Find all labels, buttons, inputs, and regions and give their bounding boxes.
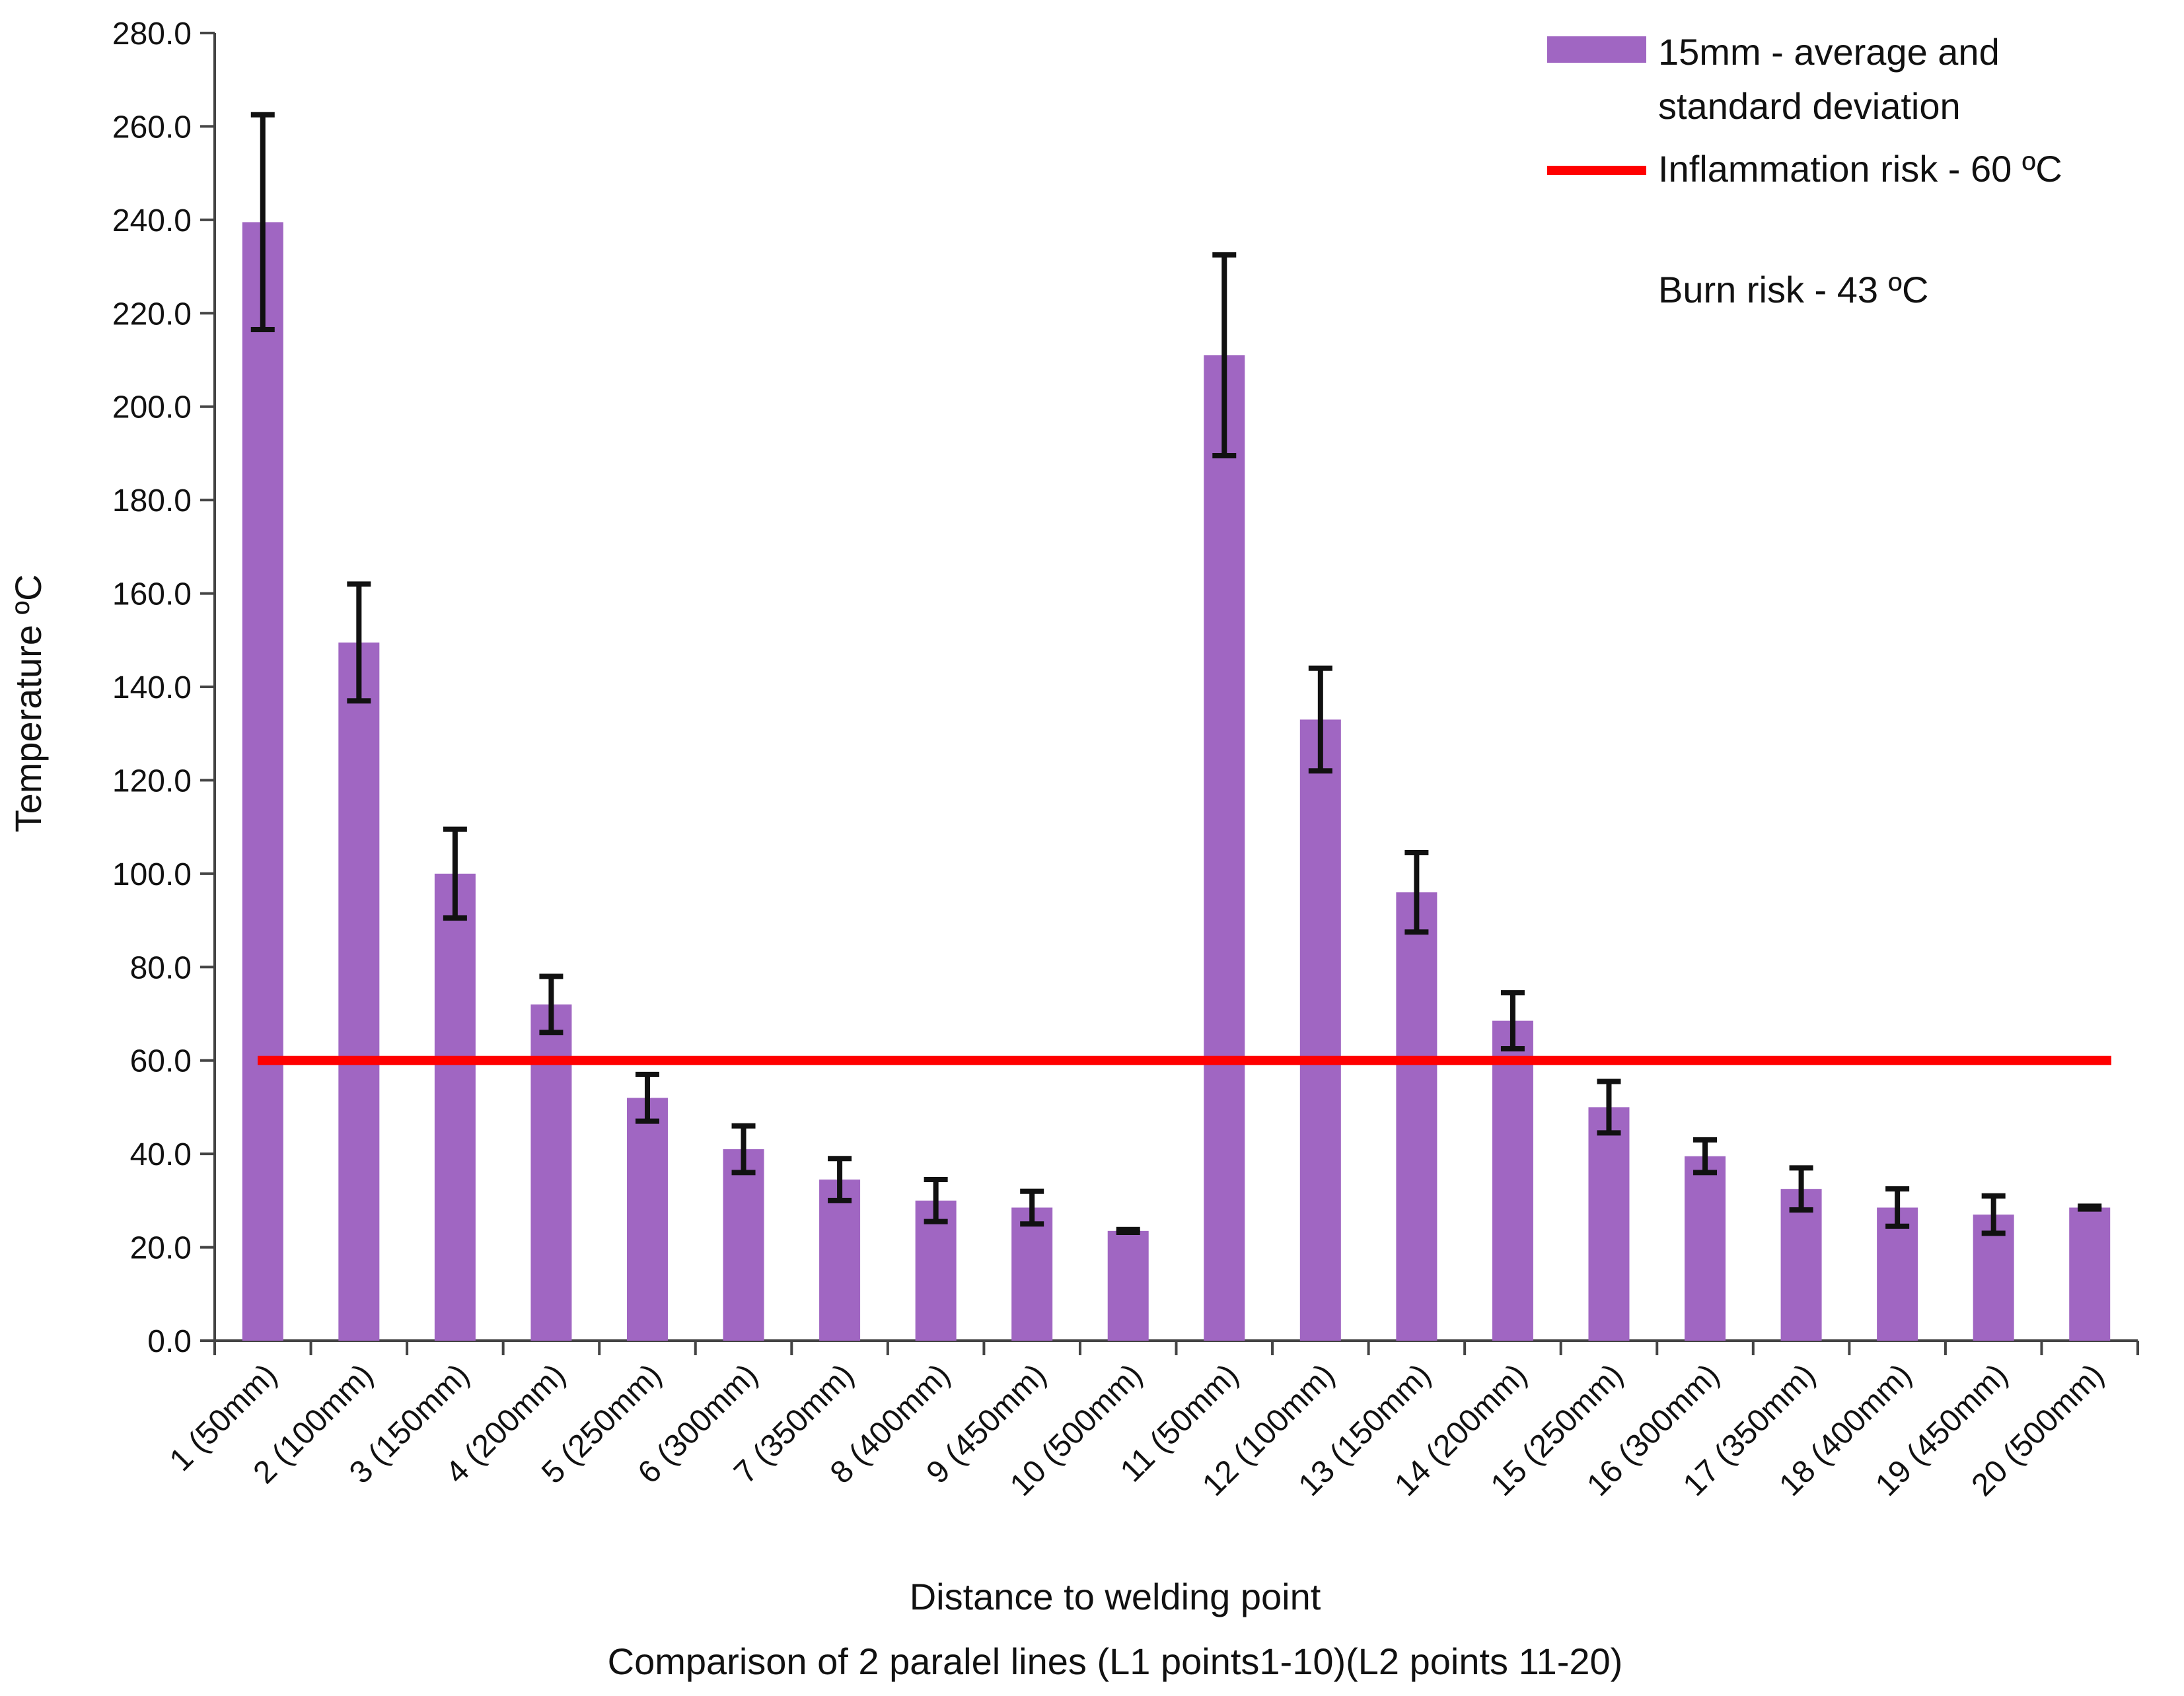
y-tick-label: 180.0 <box>112 483 192 518</box>
y-tick-label: 80.0 <box>130 950 192 985</box>
bar <box>1877 1207 1918 1341</box>
legend-swatch-bar <box>1547 36 1646 63</box>
bar <box>1492 1020 1533 1341</box>
bar <box>1396 892 1438 1341</box>
legend-label-inflammation: Inflammation risk - 60 ºC <box>1658 148 2062 190</box>
y-tick-label: 260.0 <box>112 110 192 145</box>
bar <box>1107 1230 1149 1341</box>
bar <box>2069 1207 2111 1341</box>
bar <box>1588 1107 1630 1341</box>
bar <box>819 1180 861 1341</box>
y-tick-label: 120.0 <box>112 763 192 798</box>
bar <box>626 1098 668 1341</box>
bar <box>1299 719 1341 1341</box>
bar <box>530 1004 572 1341</box>
bar <box>723 1149 764 1341</box>
chart-subtitle: Comparison of 2 paralel lines (L1 points… <box>608 1641 1623 1682</box>
y-tick-label: 200.0 <box>112 390 192 425</box>
bar <box>1204 355 1245 1341</box>
legend-label-average-line2: standard deviation <box>1658 85 1961 127</box>
y-tick-label: 60.0 <box>130 1044 192 1079</box>
y-tick-label: 160.0 <box>112 577 192 612</box>
bar <box>434 873 476 1341</box>
y-tick-label: 220.0 <box>112 297 192 332</box>
plot-area: 0.0 20.0 40.0 60.0 80.0 100.0 120.0 140.0 160.0 1… <box>112 17 2139 1503</box>
bar <box>1011 1207 1053 1341</box>
y-tick-label: 140.0 <box>112 670 192 705</box>
legend-label-burn: Burn risk - 43 ºC <box>1658 269 1928 310</box>
bar <box>1780 1189 1822 1341</box>
bar <box>338 642 380 1341</box>
y-tick-label: 40.0 <box>130 1137 192 1172</box>
y-tick-label: 0.0 <box>147 1324 192 1359</box>
y-tick-label: 100.0 <box>112 857 192 892</box>
y-axis-title: Temperature ºC <box>7 575 49 833</box>
legend-label-average: 15mm - average and <box>1658 31 2000 73</box>
x-axis-title: Distance to welding point <box>910 1576 1321 1617</box>
y-tick-label: 240.0 <box>112 203 192 238</box>
bar <box>1685 1156 1726 1341</box>
y-tick-label: 20.0 <box>130 1231 192 1266</box>
legend: 15mm - average and standard deviation In… <box>1547 31 2062 310</box>
y-tick-label: 280.0 <box>112 17 192 52</box>
bar <box>242 222 283 1341</box>
